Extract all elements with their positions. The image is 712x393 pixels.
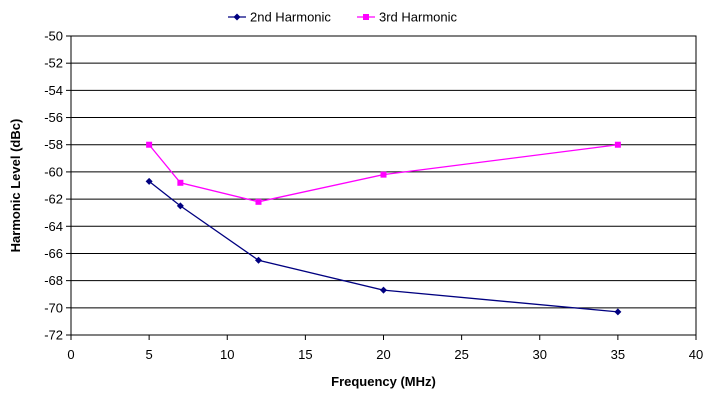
data-point <box>380 286 387 294</box>
data-point <box>176 202 184 210</box>
x-tick-label: 5 <box>146 347 153 362</box>
series-2 <box>146 141 621 205</box>
series-layer <box>145 141 622 316</box>
x-tick-label: 15 <box>298 347 312 362</box>
y-tick-label: -50 <box>44 29 63 44</box>
y-tick-label: -56 <box>44 110 63 125</box>
legend-item: 2nd Harmonic <box>228 10 331 25</box>
y-tick-label: -68 <box>44 273 63 288</box>
x-tick-label: 20 <box>376 347 390 362</box>
y-tick-label: -58 <box>44 137 63 152</box>
legend-marker <box>233 13 241 21</box>
y-tick-label: -64 <box>44 219 63 234</box>
x-tick-label: 0 <box>67 347 74 362</box>
data-point <box>177 179 184 186</box>
data-point <box>146 141 153 148</box>
legend-label: 2nd Harmonic <box>250 10 331 25</box>
data-point <box>380 171 387 178</box>
y-tick-label: -60 <box>44 164 63 179</box>
y-tick-label: -54 <box>44 83 63 98</box>
legend-label: 3rd Harmonic <box>379 10 458 25</box>
y-tick-label: -70 <box>44 300 63 315</box>
y-axis-ticks: -50 -52 -54 -56 -58 -60 -62 -64 -66 -68 -70 -72 <box>44 29 71 343</box>
x-axis-title: Frequency (MHz) <box>331 374 436 389</box>
y-tick-label: -66 <box>44 246 63 261</box>
y-tick-label: -62 <box>44 192 63 207</box>
data-point <box>614 141 621 148</box>
x-tick-label: 40 <box>689 347 703 362</box>
legend-item: 3rd Harmonic <box>357 10 458 25</box>
legend-marker <box>363 14 369 20</box>
x-tick-label: 35 <box>611 347 625 362</box>
x-tick-label: 25 <box>454 347 468 362</box>
y-axis-title: Harmonic Level (dBc) <box>8 119 23 253</box>
series-1 <box>145 177 622 316</box>
y-tick-label: -52 <box>44 56 63 71</box>
x-tick-label: 30 <box>533 347 547 362</box>
legend: 2nd Harmonic 3rd Harmonic <box>228 10 458 25</box>
data-point <box>255 256 262 264</box>
x-tick-label: 10 <box>220 347 234 362</box>
y-tick-label: -72 <box>44 328 63 343</box>
x-axis-ticks: 0 5 10 15 20 25 30 35 40 <box>67 335 703 362</box>
data-point <box>145 177 153 185</box>
data-point <box>614 308 622 316</box>
data-point <box>255 198 262 205</box>
